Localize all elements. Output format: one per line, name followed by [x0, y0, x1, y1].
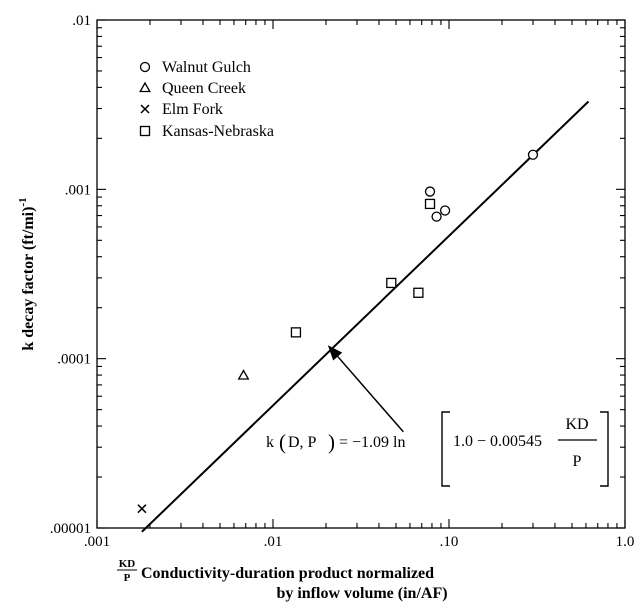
- equation-lhs: k: [266, 434, 274, 451]
- y-tick-label-3: .01: [72, 13, 91, 29]
- point-queen-creek-0: [237, 369, 250, 380]
- plot-frame: [96, 19, 626, 529]
- tick-labels: .001 .01 .10 1.0 .00001 .0001 .001 .01: [50, 13, 635, 550]
- equation-paren-close: ): [328, 430, 335, 454]
- legend-label-elm-fork: Elm Fork: [162, 101, 223, 118]
- y-tick-label-0: .00001: [50, 521, 91, 537]
- x-axis-title-line2: by inflow volume (in/AF): [276, 585, 447, 602]
- x-axis-title-line1: Conductivity-duration product normalized: [141, 565, 434, 582]
- annotation-arrow-head: [327, 345, 343, 361]
- data-points: [137, 149, 539, 514]
- legend-label-kansas-nebraska: Kansas-Nebraska: [162, 123, 274, 140]
- legend-marker-kansas-nebraska: [139, 125, 151, 137]
- point-kansas-nebraska-0: [290, 327, 302, 338]
- legend-label-walnut-gulch: Walnut Gulch: [162, 59, 251, 76]
- ticks: [96, 19, 626, 529]
- annotation-arrow-line: [337, 356, 404, 433]
- fit-line: [141, 100, 590, 533]
- y-axis-title-main: k decay factor (ft/mi): [20, 207, 37, 351]
- legend-marker-walnut-gulch: [139, 61, 151, 73]
- x-tick-label-1: .01: [264, 534, 283, 550]
- x-axis-frac-num: KD: [119, 558, 136, 570]
- equation-frac-den: P: [573, 453, 582, 470]
- point-walnut-gulch-0: [424, 186, 436, 197]
- point-walnut-gulch-2: [439, 205, 451, 216]
- point-kansas-nebraska-3: [424, 198, 436, 210]
- equation-args: D, P: [288, 434, 317, 451]
- x-tick-label-0: .001: [84, 534, 110, 550]
- x-tick-label-3: 1.0: [616, 534, 635, 550]
- legend-marker-queen-creek: [139, 81, 151, 93]
- legend-label-queen-creek: Queen Creek: [162, 80, 246, 97]
- legend-marker-elm-fork: [140, 104, 150, 114]
- point-elm-fork-0: [137, 504, 147, 514]
- equation-bracket-right: [600, 411, 609, 487]
- point-kansas-nebraska-1: [386, 277, 397, 289]
- equation-inner: 1.0 − 0.00545: [453, 433, 542, 450]
- point-walnut-gulch-3: [527, 149, 539, 160]
- equation-frac-num: KD: [565, 416, 588, 433]
- equation-rhs: = −1.09 ln: [339, 434, 406, 451]
- point-kansas-nebraska-2: [413, 287, 424, 298]
- point-walnut-gulch-1: [431, 211, 442, 222]
- y-tick-label-2: .001: [65, 182, 91, 198]
- legend: Walnut Gulch Queen Creek Elm Fork Kansas…: [139, 59, 274, 140]
- equation-paren-open: (: [279, 430, 286, 454]
- y-axis-title-superscript: -1: [17, 197, 29, 206]
- equation-bracket-left: [441, 411, 450, 487]
- y-tick-label-1: .0001: [57, 352, 91, 368]
- x-axis-title: KD P Conductivity-duration product norma…: [117, 558, 448, 602]
- x-axis-frac-den: P: [124, 572, 131, 584]
- x-tick-label-2: .10: [440, 534, 459, 550]
- y-axis-title: k decay factor (ft/mi)-1: [17, 197, 37, 350]
- equation: k ( D, P ) = −1.09 ln 1.0 − 0.00545 KD P: [266, 411, 609, 487]
